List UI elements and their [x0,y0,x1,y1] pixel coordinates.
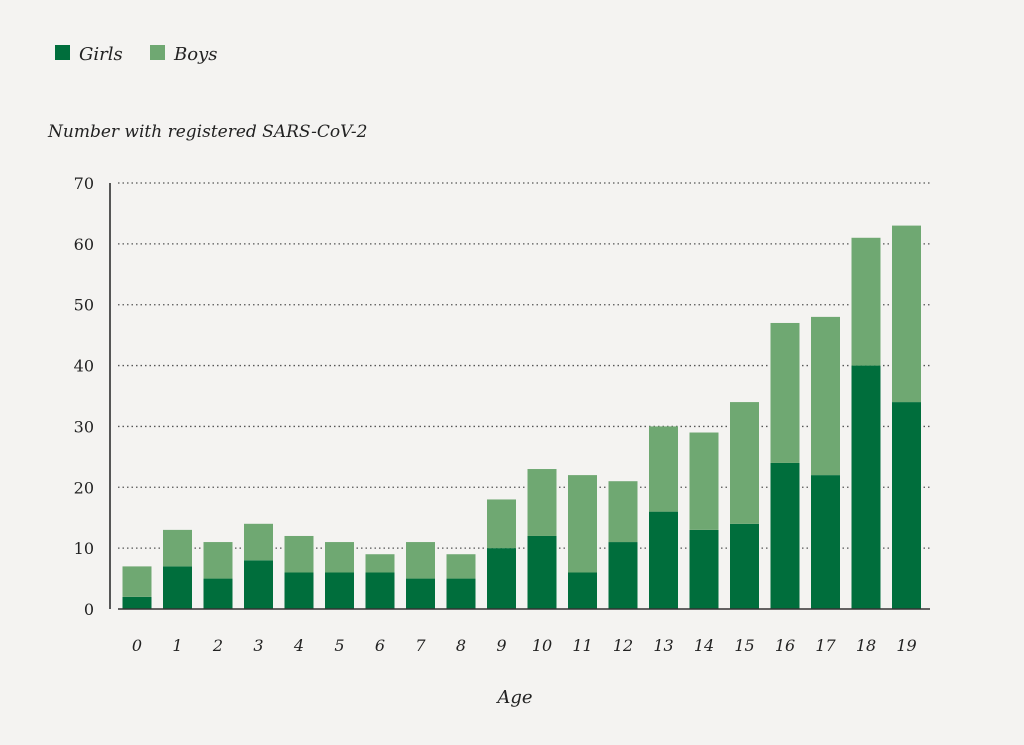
bar-boys-age-5 [325,542,354,573]
y-tick-label: 10 [74,539,94,558]
bar-girls-age-9 [487,548,516,609]
x-tick-label: 9 [496,636,506,655]
x-tick-label: 7 [415,636,426,655]
y-tick-label: 60 [74,235,94,254]
legend-swatch-girls [55,45,70,60]
bar-girls-age-8 [446,578,476,609]
x-tick-label: 3 [253,636,263,655]
legend-label-girls: Girls [79,44,123,65]
bar-boys-age-8 [446,554,476,579]
bar-boys-age-4 [284,535,314,573]
x-tick-label: 15 [734,636,754,655]
bar-girls-age-12 [608,542,638,609]
bar-girls-age-17 [811,475,840,609]
y-tick-label: 70 [74,174,94,193]
bar-girls-age-1 [163,566,192,609]
bar-girls-age-5 [325,572,354,609]
y-tick-label: 30 [74,417,94,436]
bar-girls-age-11 [568,572,597,609]
bar-boys-age-19 [892,225,921,403]
bar-girls-age-3 [244,560,273,609]
x-tick-label: 11 [572,636,592,655]
x-tick-label: 19 [896,636,916,655]
x-axis-label: Age [495,687,532,708]
bar-boys-age-12 [608,481,638,543]
x-tick-label: 0 [132,636,142,655]
x-tick-label: 1 [172,636,182,655]
x-tick-label: 8 [456,636,466,655]
x-tick-label: 6 [375,636,385,655]
bar-girls-age-19 [892,402,921,609]
x-tick-label: 10 [532,636,552,655]
bar-boys-age-18 [851,237,881,366]
y-tick-label: 50 [74,296,94,315]
bar-girls-age-15 [730,523,759,609]
bar-girls-age-2 [203,578,233,609]
bar-girls-age-0 [122,596,152,609]
bar-boys-age-0 [122,566,152,597]
y-tick-label: 20 [74,478,94,497]
bar-boys-age-1 [163,529,192,567]
bar-girls-age-13 [649,511,678,609]
bar-boys-age-6 [365,554,395,573]
bar-boys-age-10 [527,469,557,536]
bar-boys-age-7 [406,542,435,579]
x-tick-label: 18 [856,636,876,655]
x-tick-label: 17 [815,636,836,655]
bar-boys-age-13 [649,426,678,512]
bar-boys-age-3 [244,523,273,561]
bar-girls-age-7 [406,578,435,609]
x-tick-label: 4 [293,636,304,655]
y-axis-label: Number with registered SARS-CoV-2 [47,122,367,142]
bar-boys-age-15 [730,402,759,524]
bar-girls-age-10 [527,535,557,609]
x-tick-label: 14 [694,636,714,655]
x-tick-label: 2 [212,636,223,655]
bar-girls-age-16 [770,462,800,609]
x-tick-label: 12 [613,636,633,655]
bar-boys-age-16 [770,322,800,463]
bar-boys-age-17 [811,316,840,476]
y-tick-label: 0 [84,600,94,619]
bar-girls-age-14 [689,529,719,609]
x-tick-label: 16 [775,636,795,655]
y-tick-label: 40 [74,357,94,376]
x-tick-label: 5 [334,636,344,655]
bar-girls-age-18 [851,365,881,609]
bar-boys-age-11 [568,475,597,573]
bar-girls-age-6 [365,572,395,609]
bar-boys-age-2 [203,542,233,579]
bar-boys-age-9 [487,499,516,549]
bar-girls-age-4 [284,572,314,609]
x-tick-label: 13 [653,636,673,655]
bar-boys-age-14 [689,432,719,530]
legend-label-boys: Boys [173,44,217,65]
legend-swatch-boys [150,45,165,60]
